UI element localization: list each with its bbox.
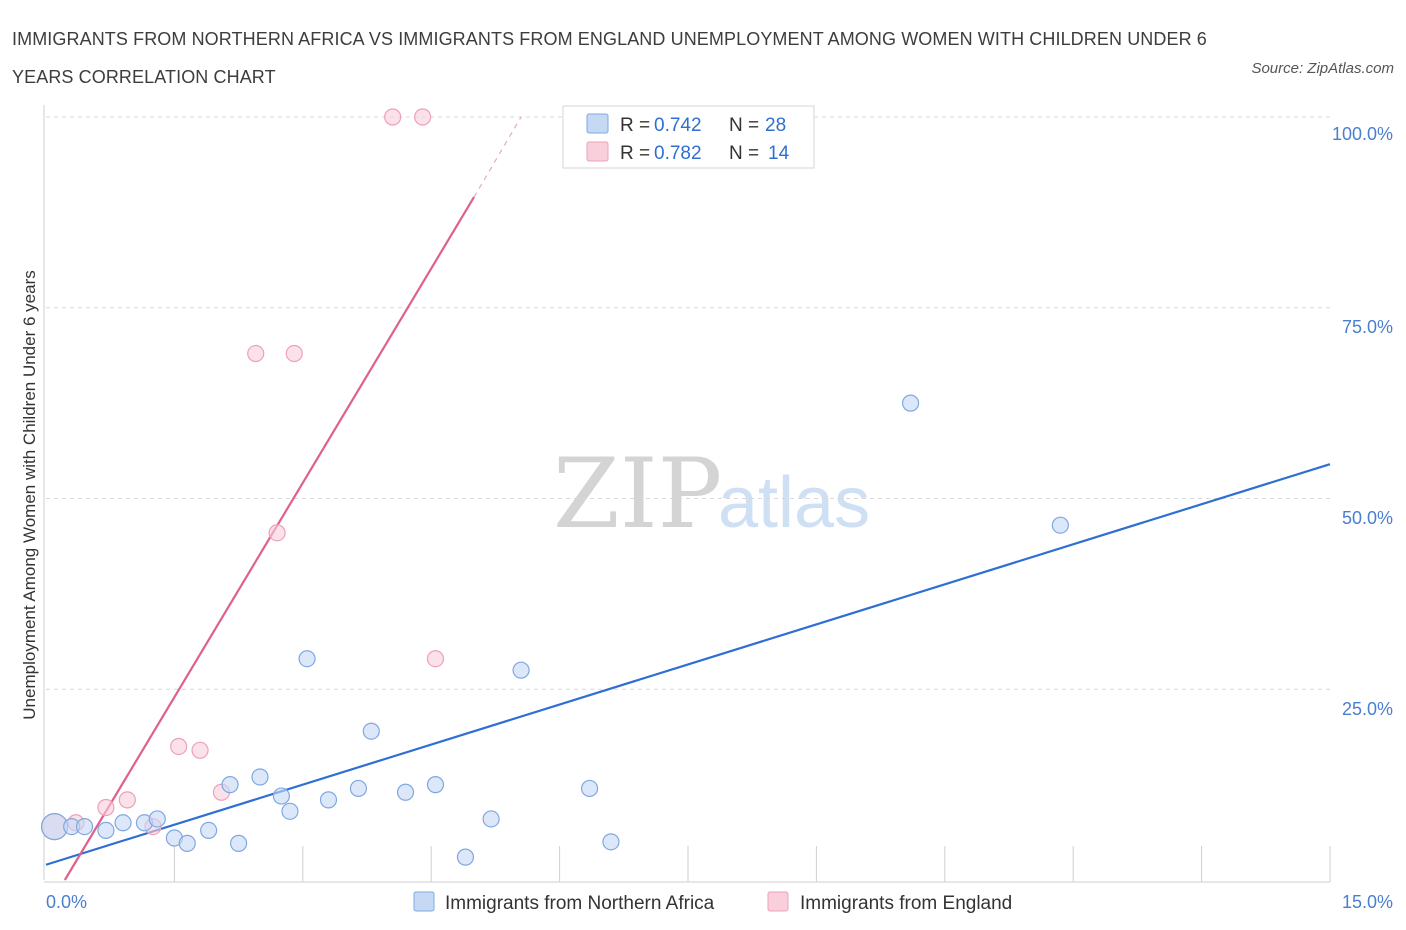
point-blue [75, 817, 94, 836]
legend-swatch-england [767, 891, 789, 912]
point-blue [362, 722, 380, 740]
stats-legend-n-value-blue: 28 [765, 115, 786, 136]
axes [43, 105, 1331, 883]
point-blue [602, 833, 620, 851]
stats-legend-r-label-pink: R = [620, 143, 650, 164]
chart-title: IMMIGRANTS FROM NORTHERN AFRICA VS IMMIG… [12, 29, 1207, 87]
point-blue [298, 650, 316, 668]
point-blue [396, 783, 415, 801]
y-tick-label-100: 100.0% [1332, 124, 1393, 144]
point-blue [251, 768, 269, 786]
x-tick-label-min: 0.0% [46, 892, 87, 912]
y-tick-label-25: 25.0% [1342, 699, 1393, 719]
point-blue [114, 814, 132, 832]
point-pink [384, 108, 402, 126]
y-tick-label-75: 75.0% [1342, 317, 1393, 337]
stats-legend-r-value-pink: 0.782 [654, 143, 702, 164]
data-points [40, 108, 1069, 866]
watermark-zip: ZIP [553, 438, 722, 550]
legend-label-northern-africa: Immigrants from Northern Africa [445, 893, 715, 914]
stats-legend-n-label-blue: N = [729, 115, 759, 136]
point-blue [426, 776, 445, 794]
stats-legend-r-label-blue: R = [620, 115, 650, 136]
point-blue [97, 821, 115, 840]
trend-line-pink-extension [473, 116, 522, 198]
point-blue [200, 821, 218, 840]
point-pink [191, 741, 209, 759]
stats-legend-n-label-pink: N = [729, 143, 759, 164]
y-tick-label-50: 50.0% [1342, 508, 1393, 528]
point-blue [319, 791, 338, 809]
stats-legend-n-value-pink: 14 [768, 143, 790, 164]
stats-legend-swatch-pink [586, 141, 609, 162]
chart-source: Source: ZipAtlas.com [1251, 60, 1394, 77]
point-blue [349, 779, 368, 798]
point-blue [148, 810, 166, 828]
point-blue [1051, 516, 1069, 534]
watermark-atlas: atlas [718, 463, 870, 543]
trend-line-pink [63, 196, 475, 881]
point-pink [97, 798, 115, 817]
y-axis-title: Unemployment Among Women with Children U… [20, 270, 39, 719]
stats-legend-r-value-blue: 0.742 [654, 115, 702, 136]
point-blue [512, 661, 530, 679]
point-blue [482, 810, 500, 828]
point-pink [285, 344, 303, 363]
bottom-legend: Immigrants from Northern Africa Immigran… [413, 891, 1012, 914]
trend-line-blue [45, 463, 1331, 866]
point-pink [170, 737, 188, 756]
point-blue [580, 779, 599, 798]
stats-legend-swatch-blue [586, 113, 609, 134]
point-pink [268, 524, 286, 542]
legend-swatch-northern-africa [413, 891, 435, 912]
point-blue [230, 834, 248, 852]
x-tick-label-max: 15.0% [1342, 892, 1393, 912]
point-blue [456, 848, 475, 866]
point-blue [272, 787, 290, 805]
stats-legend: R = 0.742 N = 28 R = 0.782 N = 14 [562, 105, 815, 169]
point-pink [247, 344, 265, 363]
point-pink [426, 650, 445, 668]
trend-lines [45, 116, 1331, 881]
point-blue [178, 834, 196, 852]
point-blue [221, 776, 239, 794]
point-blue [281, 802, 299, 820]
point-pink [118, 791, 136, 809]
point-pink [414, 108, 432, 126]
point-blue [901, 394, 920, 412]
legend-label-england: Immigrants from England [800, 893, 1012, 914]
grid [46, 116, 1330, 690]
